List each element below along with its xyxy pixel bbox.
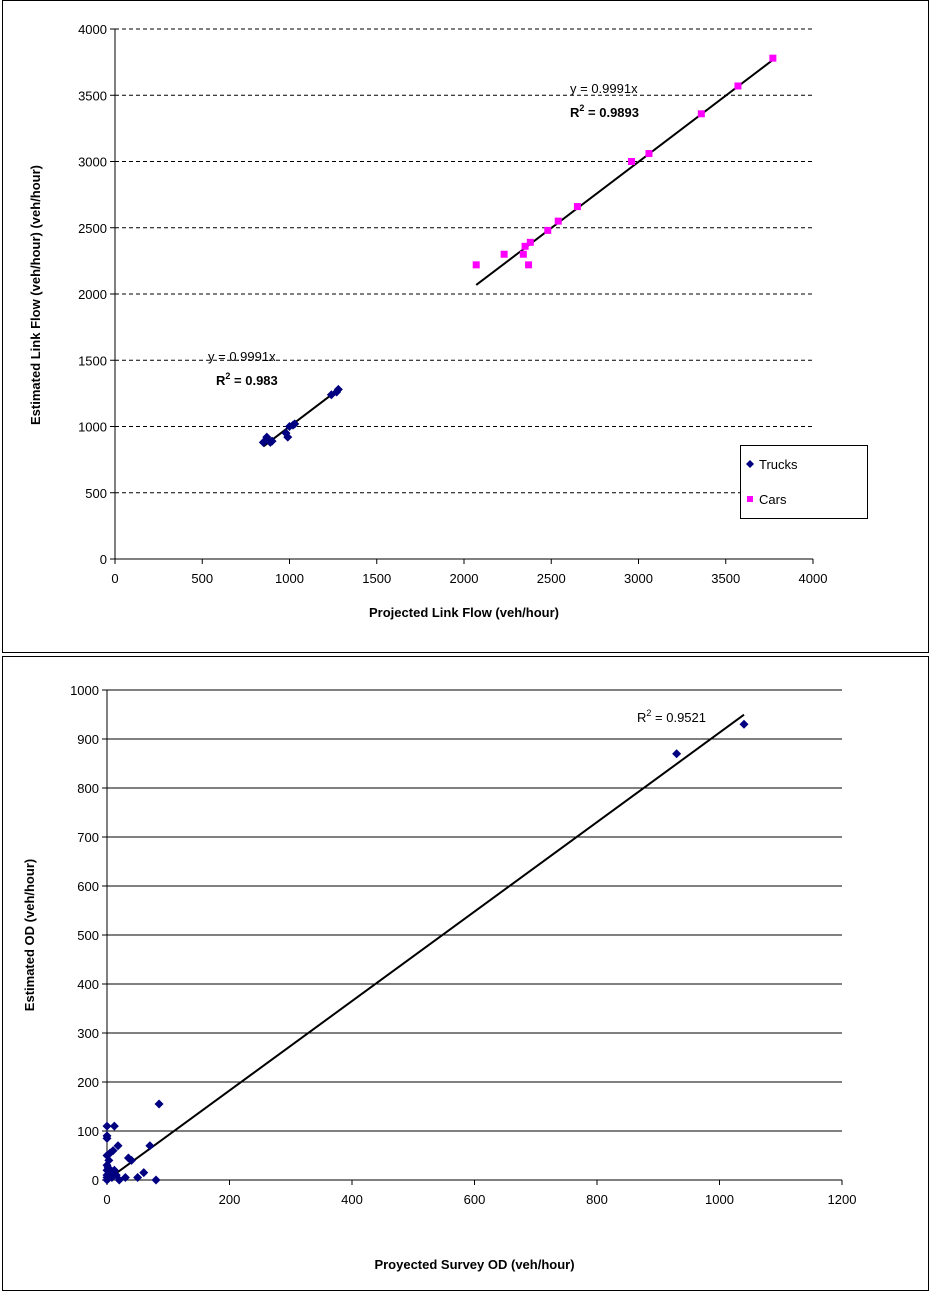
- x-tick-label: 1200: [828, 1192, 857, 1207]
- y-tick-label: 800: [77, 781, 99, 796]
- r-squared-value: = 0.9521: [651, 710, 706, 725]
- trendline-equation: y = 0.9991x: [570, 81, 638, 96]
- r-squared-base: R: [216, 373, 226, 388]
- point: [645, 150, 653, 158]
- point: [519, 250, 527, 258]
- point: [290, 419, 300, 429]
- r-squared-sup: 2: [579, 103, 584, 113]
- y-tick-label: 500: [85, 486, 107, 501]
- point: [697, 110, 705, 118]
- y-tick-label: 1000: [70, 683, 99, 698]
- point: [154, 1099, 164, 1109]
- legend-marker: [747, 496, 753, 502]
- point: [113, 1141, 123, 1151]
- point: [102, 1133, 112, 1143]
- point: [139, 1168, 149, 1178]
- y-tick-label: 1000: [78, 420, 107, 435]
- legend-label: Trucks: [759, 457, 798, 472]
- y-tick-label: 2500: [78, 221, 107, 236]
- x-tick-label: 2000: [450, 571, 479, 586]
- point: [472, 261, 480, 269]
- r-squared-base: R: [637, 710, 646, 725]
- chart-frame: [2, 0, 929, 653]
- point: [628, 158, 636, 165]
- y-tick-label: 500: [77, 928, 99, 943]
- r-squared-label: R2 = 0.9893: [570, 103, 639, 120]
- x-tick-label: 400: [341, 1192, 363, 1207]
- point: [769, 54, 777, 62]
- y-tick-label: 200: [77, 1075, 99, 1090]
- y-tick-label: 600: [77, 879, 99, 894]
- point: [102, 1121, 112, 1131]
- point: [672, 749, 682, 759]
- x-tick-label: 3000: [624, 571, 653, 586]
- y-tick-label: 700: [77, 830, 99, 845]
- y-axis-title: Estimated OD (veh/hour): [22, 859, 37, 1011]
- y-tick-label: 0: [100, 552, 107, 567]
- point: [544, 226, 552, 234]
- y-tick-label: 400: [77, 977, 99, 992]
- point: [120, 1173, 130, 1183]
- trendline-equation: y = 0.9991x: [208, 349, 276, 364]
- point: [151, 1175, 161, 1185]
- y-tick-label: 2000: [78, 287, 107, 302]
- y-axis-title: Estimated Link Flow (veh/hour) (veh/hour…: [28, 165, 43, 425]
- x-tick-label: 3500: [711, 571, 740, 586]
- x-tick-label: 4000: [799, 571, 828, 586]
- x-axis-title: Proyected Survey OD (veh/hour): [374, 1257, 574, 1272]
- y-tick-label: 0: [92, 1173, 99, 1188]
- point: [108, 1146, 118, 1156]
- x-tick-label: 0: [103, 1192, 110, 1207]
- x-tick-label: 1000: [705, 1192, 734, 1207]
- r-squared-label: R2 = 0.9521: [637, 708, 706, 725]
- point: [525, 261, 533, 269]
- legend-box: [740, 445, 868, 519]
- y-tick-label: 3500: [78, 88, 107, 103]
- point: [109, 1121, 119, 1131]
- point: [127, 1155, 136, 1165]
- x-tick-label: 800: [586, 1192, 608, 1207]
- point: [734, 82, 742, 90]
- y-tick-label: 100: [77, 1124, 99, 1139]
- r-squared-value: = 0.9893: [584, 105, 639, 120]
- point: [145, 1141, 155, 1151]
- r-squared-sup: 2: [225, 371, 230, 381]
- y-tick-label: 300: [77, 1026, 99, 1041]
- point: [283, 432, 293, 442]
- point: [267, 436, 277, 446]
- x-tick-label: 600: [464, 1192, 486, 1207]
- point: [739, 719, 749, 729]
- legend-label: Cars: [759, 492, 787, 507]
- x-axis-title: Projected Link Flow (veh/hour): [369, 605, 559, 620]
- y-tick-label: 900: [77, 732, 99, 747]
- point: [573, 203, 581, 211]
- trendline: [262, 388, 339, 448]
- point: [104, 1155, 114, 1165]
- x-tick-label: 0: [111, 571, 118, 586]
- x-tick-label: 2500: [537, 571, 566, 586]
- r-squared-label: R2 = 0.983: [216, 371, 278, 388]
- r-squared-sup: 2: [646, 708, 651, 718]
- r-squared-base: R: [570, 105, 580, 120]
- point: [133, 1173, 143, 1183]
- r-squared-value: = 0.983: [230, 373, 277, 388]
- legend-marker: [746, 460, 754, 468]
- point: [500, 250, 508, 258]
- trendline: [106, 713, 745, 1181]
- point: [526, 238, 534, 246]
- y-tick-label: 1500: [78, 353, 107, 368]
- x-tick-label: 200: [219, 1192, 241, 1207]
- x-tick-label: 1000: [275, 571, 304, 586]
- chart-frame: [2, 656, 929, 1291]
- point: [333, 384, 343, 394]
- point: [521, 242, 529, 250]
- x-tick-label: 1500: [362, 571, 391, 586]
- y-tick-label: 4000: [78, 22, 107, 37]
- y-tick-label: 3000: [78, 155, 107, 170]
- point: [554, 217, 562, 225]
- x-tick-label: 500: [191, 571, 213, 586]
